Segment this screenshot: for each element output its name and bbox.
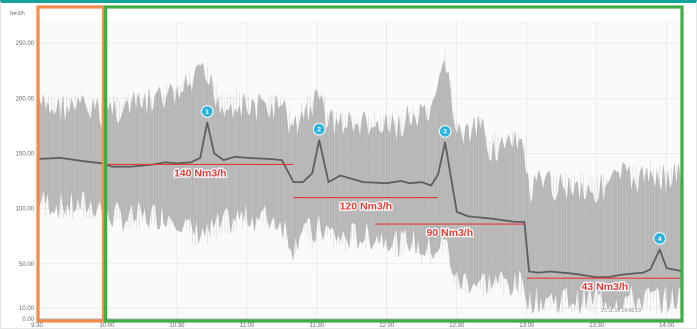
- series-point: [190, 161, 192, 163]
- marker-circle: [312, 122, 326, 136]
- series-point: [386, 182, 388, 184]
- highlight-box-after: [104, 5, 684, 323]
- marker-label: 2: [317, 127, 321, 134]
- series-point: [281, 159, 283, 161]
- series-line: [36, 121, 684, 279]
- marker-label: 4: [658, 236, 662, 243]
- series-point: [311, 172, 313, 174]
- series-point: [409, 182, 411, 184]
- series-point: [129, 166, 131, 168]
- series-point: [619, 274, 621, 276]
- series-point: [479, 216, 481, 219]
- series-point: [666, 267, 668, 269]
- series-point: [59, 157, 61, 159]
- series-point: [302, 181, 304, 183]
- highlight-box-layer: [36, 5, 684, 323]
- series-point: [83, 160, 85, 162]
- x-tick-label: 10:30: [169, 323, 185, 328]
- series-point: [456, 211, 458, 213]
- x-tick-label: 12:00: [379, 323, 395, 328]
- series-point: [514, 221, 516, 223]
- series-point: [444, 141, 446, 144]
- y-tick-label: 100.00: [16, 207, 35, 213]
- marker-circle: [653, 232, 666, 245]
- y-tick-label: 0.00: [22, 317, 34, 323]
- y-axis-unit: Nm3/h: [10, 11, 25, 17]
- series-point: [164, 161, 166, 163]
- series-point: [318, 139, 320, 141]
- x-tick-label: 13:30: [589, 323, 605, 328]
- series-point: [222, 159, 225, 161]
- marker-layer: 1 2 3 4: [200, 105, 666, 245]
- series-point: [234, 156, 236, 158]
- marker-label: 3: [443, 129, 447, 136]
- series-point: [523, 221, 526, 223]
- threshold-label: 43 Nm3/h: [582, 281, 629, 293]
- series-point: [421, 181, 423, 183]
- series-point: [362, 181, 365, 183]
- series-point: [677, 269, 679, 272]
- series-point: [206, 121, 208, 124]
- highlight-box-before: [36, 5, 106, 323]
- series-point: [176, 162, 178, 164]
- x-tick-label: 11:30: [310, 323, 325, 328]
- series-point: [572, 273, 574, 275]
- series-point: [213, 152, 215, 155]
- series-point: [549, 270, 551, 273]
- series-point: [607, 276, 609, 278]
- series-point: [596, 276, 598, 278]
- series-point: [292, 181, 295, 183]
- series-point: [327, 181, 330, 183]
- y-tick-label: 250.00: [16, 41, 35, 47]
- x-tick-label: 13:00: [519, 323, 535, 328]
- y-tick-label: 10.00: [19, 306, 35, 312]
- series-point: [199, 157, 201, 159]
- series-point: [631, 273, 633, 275]
- y-tick-label: 200.00: [16, 96, 35, 102]
- x-tick-label: 10:00: [99, 323, 115, 328]
- marker-label: 1: [205, 109, 209, 116]
- x-tick-label: 9:30: [31, 323, 43, 328]
- series-point: [491, 217, 493, 220]
- series-point: [437, 173, 439, 176]
- series-point: [400, 180, 402, 182]
- series-point: [649, 268, 651, 270]
- series-point: [467, 215, 470, 217]
- timestamp-text: 23.11.16 14:06:13: [601, 308, 641, 314]
- y-tick-label: 150.00: [16, 151, 35, 157]
- series-point: [430, 184, 432, 187]
- threshold-label: 140 Nm3/h: [174, 167, 227, 179]
- series-point: [659, 248, 661, 251]
- annotation-layer: 140 Nm3/h 120 Nm3/h 90 Nm3/h 43 Nm3/h: [106, 163, 683, 294]
- series-point: [339, 174, 341, 177]
- x-tick-label: 14:00: [659, 323, 675, 328]
- x-tick-label: 12:30: [449, 323, 465, 328]
- range-band: [36, 48, 684, 314]
- threshold-label: 120 Nm3/h: [340, 201, 393, 213]
- series-point: [642, 272, 644, 274]
- noise-band-hatch: [36, 48, 684, 314]
- series-point: [111, 166, 113, 168]
- threshold-label: 90 Nm3/h: [426, 227, 473, 239]
- series-point: [269, 158, 271, 160]
- x-tick-label: 11:00: [240, 323, 255, 328]
- marker-circle: [438, 125, 452, 138]
- series-point: [528, 270, 530, 273]
- y-tick-label: 50.00: [19, 262, 35, 268]
- marker-circle: [200, 105, 214, 118]
- series-point: [246, 157, 248, 159]
- series-point: [537, 272, 540, 274]
